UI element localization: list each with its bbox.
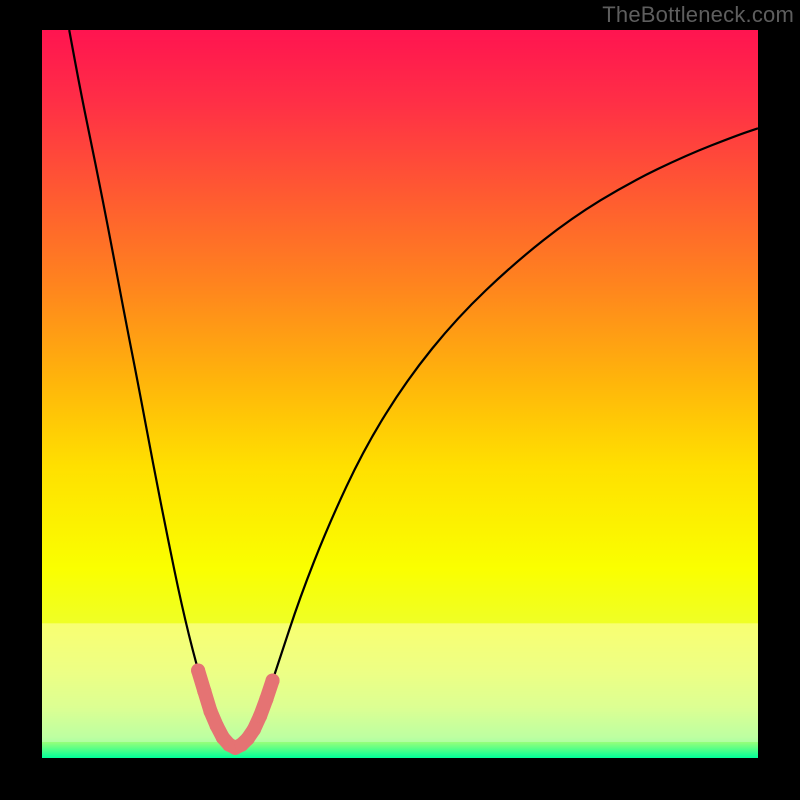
chart-lower-band [42, 623, 758, 758]
chart-green-band [42, 742, 758, 758]
bottleneck-chart [0, 0, 800, 800]
watermark-text: TheBottleneck.com [602, 2, 794, 28]
